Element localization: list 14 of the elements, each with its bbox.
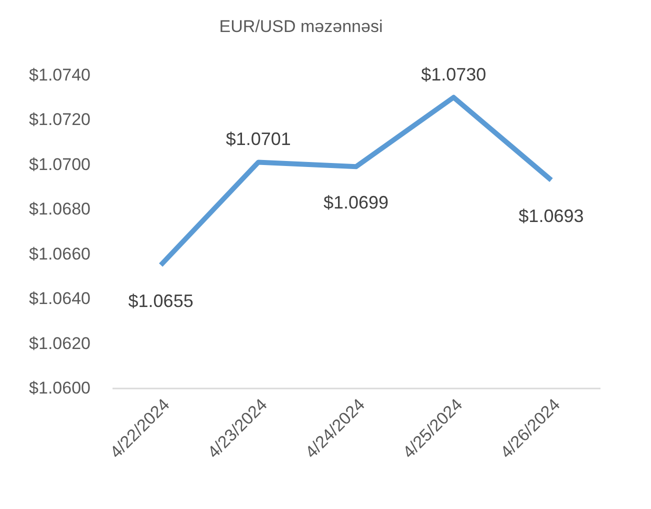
y-tick-label: $1.0700 <box>29 154 90 174</box>
y-tick-label: $1.0600 <box>29 378 90 398</box>
y-tick-label: $1.0740 <box>29 66 90 84</box>
y-tick-label: $1.0660 <box>29 244 90 264</box>
data-label: $1.0655 <box>128 291 194 312</box>
data-label: $1.0701 <box>226 129 291 150</box>
data-label: $1.0699 <box>323 192 389 213</box>
y-tick-label: $1.0720 <box>29 110 90 130</box>
data-label: $1.0693 <box>518 206 584 226</box>
y-tick-label: $1.0680 <box>29 200 90 219</box>
y-tick-label: $1.0620 <box>29 334 90 353</box>
data-label: $1.0730 <box>421 64 486 84</box>
chart-title: EUR/USD məzənnəsi <box>219 17 383 36</box>
y-tick-label: $1.0640 <box>29 289 90 308</box>
